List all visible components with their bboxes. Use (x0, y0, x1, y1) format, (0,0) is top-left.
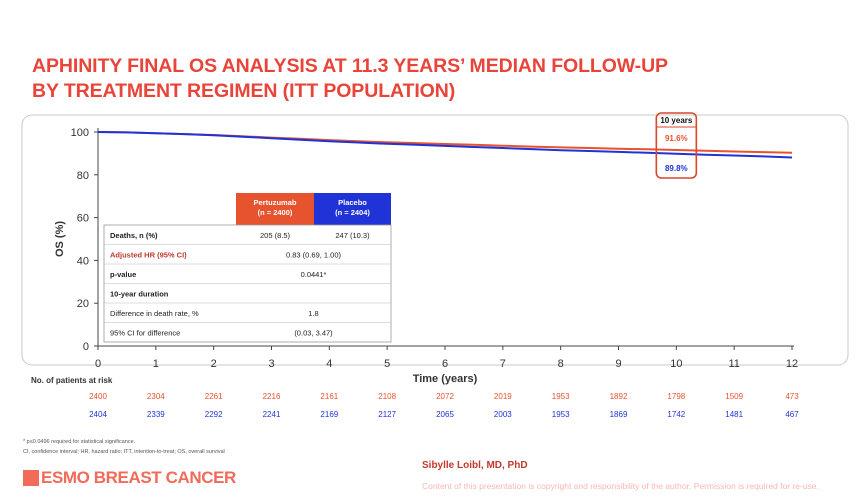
at-risk-pertuzumab: 1798 (667, 392, 685, 401)
x-tick-label: 8 (558, 358, 564, 370)
table-row-value-pertuzumab: 205 (8.5) (260, 231, 291, 240)
y-tick-label: 20 (77, 298, 89, 310)
y-tick-label: 80 (77, 170, 89, 182)
at-risk-placebo: 2404 (89, 410, 107, 419)
x-tick-label: 0 (95, 358, 101, 370)
x-tick-label: 12 (786, 358, 798, 370)
at-risk-pertuzumab: 2161 (320, 392, 338, 401)
at-risk-placebo: 2065 (436, 410, 454, 419)
at-risk-placebo: 2127 (378, 410, 396, 419)
at-risk-pertuzumab: 2304 (147, 392, 165, 401)
x-tick-label: 5 (384, 358, 390, 370)
at-risk-placebo: 1869 (610, 410, 628, 419)
table-row-value: 1.8 (308, 309, 318, 318)
y-axis-label: OS (%) (54, 221, 66, 257)
ten-year-placebo-value: 89.8% (665, 164, 688, 173)
x-tick-label: 6 (442, 358, 448, 370)
at-risk-placebo: 1742 (667, 410, 685, 419)
at-risk-pertuzumab: 1509 (725, 392, 743, 401)
table-row-value: 0.0441* (301, 270, 327, 279)
copyright-notice: Content of this presentation is copyrigh… (422, 481, 819, 491)
table-row-value: (0.03, 3.47) (294, 329, 333, 338)
y-tick-label: 0 (83, 341, 89, 353)
at-risk-pertuzumab: 473 (785, 392, 799, 401)
at-risk-placebo: 1481 (725, 410, 743, 419)
table-row-label: 95% CI for difference (110, 329, 180, 338)
at-risk-label: No. of patients at risk (31, 376, 113, 385)
x-tick-label: 1 (153, 358, 159, 370)
y-tick-label: 40 (77, 255, 89, 267)
logo-mark-icon (23, 470, 39, 486)
table-row-label: p-value (110, 270, 136, 279)
table-row-label: 10-year duration (110, 290, 169, 299)
table-header-placebo: (n = 2404) (335, 208, 370, 217)
footnote-significance: * p≤0.0496 required for statistical sign… (23, 439, 135, 445)
at-risk-placebo: 2241 (263, 410, 281, 419)
table-row-value-placebo: 247 (10.3) (335, 231, 370, 240)
x-axis-label: Time (years) (413, 373, 478, 385)
logo-text: ESMO BREAST CANCER (41, 468, 236, 487)
author-name: Sibylle Loibl, MD, PhD (422, 460, 528, 471)
footnote-abbreviations: CI, confidence interval; HR, hazard rati… (23, 449, 225, 455)
at-risk-placebo: 2003 (494, 410, 512, 419)
at-risk-placebo: 2292 (205, 410, 223, 419)
at-risk-pertuzumab: 1953 (552, 392, 570, 401)
x-tick-label: 3 (268, 358, 274, 370)
table-row-value: 0.83 (0.69, 1.00) (286, 251, 342, 260)
table-row-label: Adjusted HR (95% CI) (110, 251, 187, 260)
at-risk-placebo: 2339 (147, 410, 165, 419)
x-tick-label: 9 (615, 358, 621, 370)
table-header-pertuzumab: (n = 2400) (258, 208, 293, 217)
x-tick-label: 4 (326, 358, 332, 370)
table-header-pertuzumab: Pertuzumab (254, 198, 297, 207)
x-tick-label: 7 (500, 358, 506, 370)
at-risk-placebo: 467 (785, 410, 799, 419)
x-tick-label: 10 (670, 358, 682, 370)
at-risk-placebo: 2169 (320, 410, 338, 419)
y-tick-label: 100 (71, 127, 89, 139)
y-tick-label: 60 (77, 213, 89, 225)
at-risk-pertuzumab: 2216 (263, 392, 281, 401)
at-risk-pertuzumab: 1892 (610, 392, 628, 401)
x-tick-label: 2 (211, 358, 217, 370)
table-row-label: Difference in death rate, % (110, 309, 199, 318)
table-row-label: Deaths, n (%) (110, 231, 158, 240)
ten-year-header: 10 years (660, 116, 693, 125)
x-tick-label: 11 (728, 358, 739, 370)
at-risk-pertuzumab: 2019 (494, 392, 512, 401)
at-risk-pertuzumab: 2072 (436, 392, 454, 401)
table-header-placebo: Placebo (338, 198, 367, 207)
at-risk-placebo: 1953 (552, 410, 570, 419)
at-risk-pertuzumab: 2400 (89, 392, 107, 401)
at-risk-pertuzumab: 2108 (378, 392, 396, 401)
ten-year-pertuzumab-value: 91.6% (665, 134, 688, 143)
esmo-logo: ESMO BREAST CANCER (23, 468, 236, 488)
at-risk-pertuzumab: 2261 (205, 392, 223, 401)
